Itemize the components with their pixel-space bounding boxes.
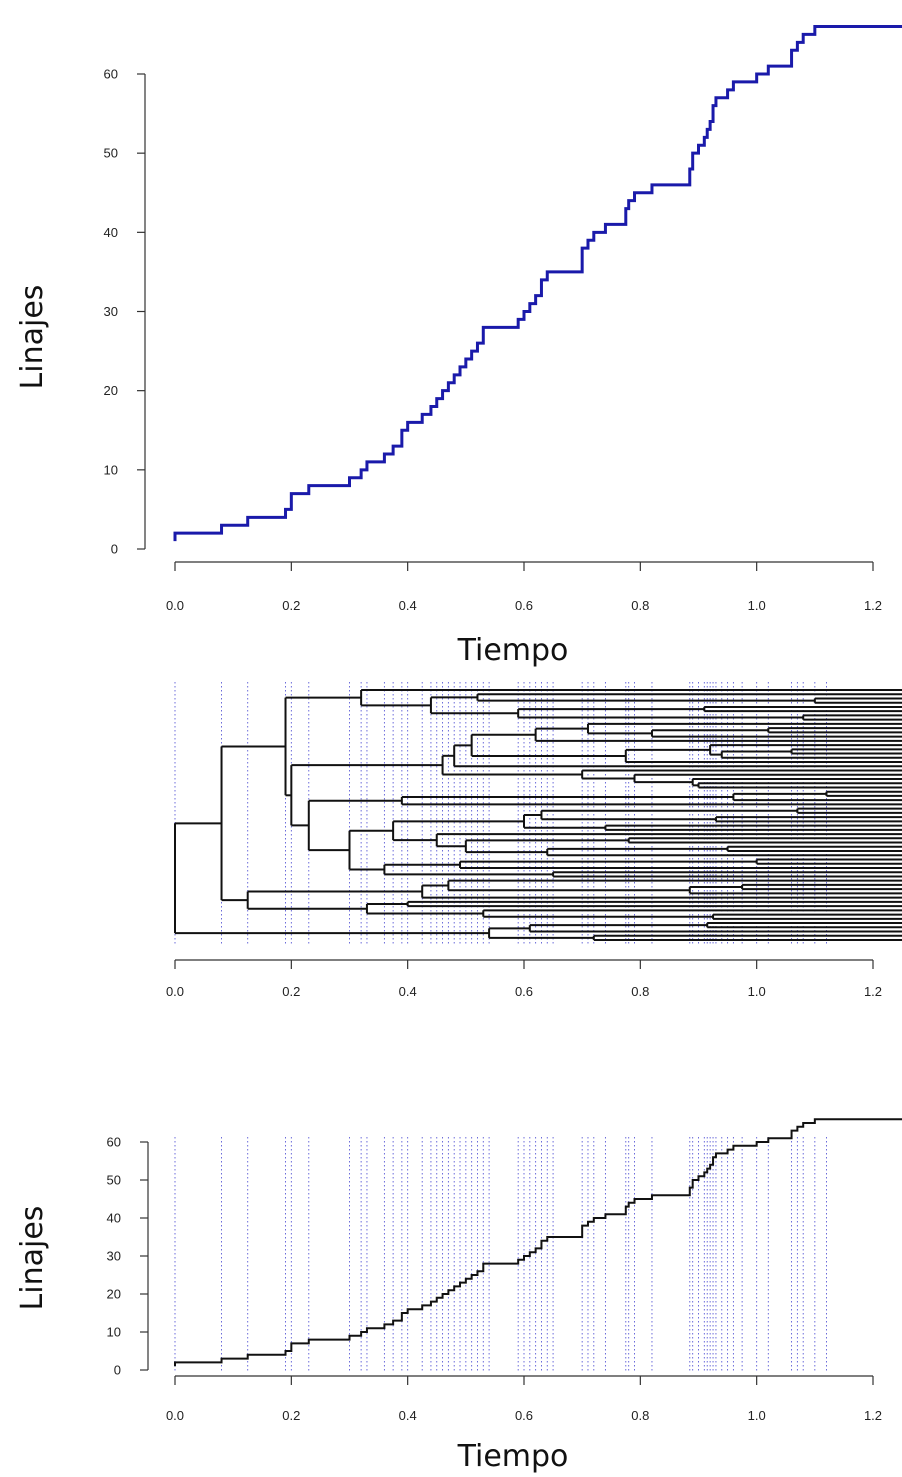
x-tick-label: 1.0	[748, 1408, 766, 1423]
y-tick-label: 0	[111, 542, 118, 557]
x-tick-label: 1.2	[864, 1408, 882, 1423]
x-tick-label: 0.8	[631, 984, 649, 999]
x-tick-label: 0.2	[282, 984, 300, 999]
x-tick-label: 0.0	[166, 598, 184, 613]
y-axis: 0 10 20 30 40 50 60	[107, 1135, 149, 1378]
x-tick-label: 0.2	[282, 1408, 300, 1423]
y-tick-label: 30	[104, 304, 118, 319]
tree-branches	[174, 689, 902, 941]
x-tick-label: 0.0	[166, 1408, 184, 1423]
x-axis-title: Tiempo	[457, 633, 569, 668]
ltt-plot-top: 0 10 20 30 40 50 60 0.0 0.2 0.4 0.6 0.8 1.0 1.2 Lina…	[15, 25, 902, 668]
x-tick-label: 0.0	[166, 984, 184, 999]
y-tick-label: 50	[107, 1173, 121, 1188]
node-time-guide-lines	[174, 1137, 827, 1372]
y-tick-label: 20	[107, 1287, 121, 1302]
y-axis-title: Linajes	[15, 285, 50, 390]
phylogeny-tree-plot: 0.0 0.2 0.4 0.6 0.8 1.0 1.2	[166, 682, 902, 999]
y-tick-label: 10	[104, 462, 118, 477]
y-tick-label: 30	[107, 1249, 121, 1264]
x-tick-label: 1.2	[864, 598, 882, 613]
x-tick-label: 0.4	[399, 984, 417, 999]
y-tick-label: 40	[107, 1211, 121, 1226]
x-axis: 0.0 0.2 0.4 0.6 0.8 1.0 1.2	[166, 959, 882, 999]
x-tick-label: 1.0	[748, 984, 766, 999]
x-tick-label: 0.4	[399, 598, 417, 613]
y-tick-label: 10	[107, 1325, 121, 1340]
x-tick-label: 0.8	[631, 598, 649, 613]
y-tick-label: 40	[104, 225, 118, 240]
x-axis: 0.0 0.2 0.4 0.6 0.8 1.0 1.2	[166, 1375, 882, 1423]
x-tick-label: 0.2	[282, 598, 300, 613]
y-tick-label: 60	[104, 67, 118, 82]
x-tick-label: 0.6	[515, 1408, 533, 1423]
x-axis-title: Tiempo	[457, 1439, 569, 1474]
y-tick-label: 60	[107, 1135, 121, 1150]
x-tick-label: 0.4	[399, 1408, 417, 1423]
x-tick-label: 0.8	[631, 1408, 649, 1423]
x-tick-label: 1.2	[864, 984, 882, 999]
y-tick-label: 50	[104, 146, 118, 161]
y-axis: 0 10 20 30 40 50 60	[104, 67, 146, 557]
y-tick-label: 20	[104, 383, 118, 398]
ltt-step-line	[174, 1118, 902, 1367]
x-tick-label: 1.0	[748, 598, 766, 613]
x-axis: 0.0 0.2 0.4 0.6 0.8 1.0 1.2	[166, 561, 882, 613]
ltt-plot-bottom: 0 10 20 30 40 50 60 0.0 0.2 0.4 0.6 0.8 1.0 1.2 Lina…	[15, 1118, 902, 1474]
y-axis-title: Linajes	[15, 1206, 50, 1311]
x-tick-label: 0.6	[515, 598, 533, 613]
x-tick-label: 0.6	[515, 984, 533, 999]
ltt-step-line	[173, 25, 902, 542]
y-tick-label: 0	[114, 1363, 121, 1378]
